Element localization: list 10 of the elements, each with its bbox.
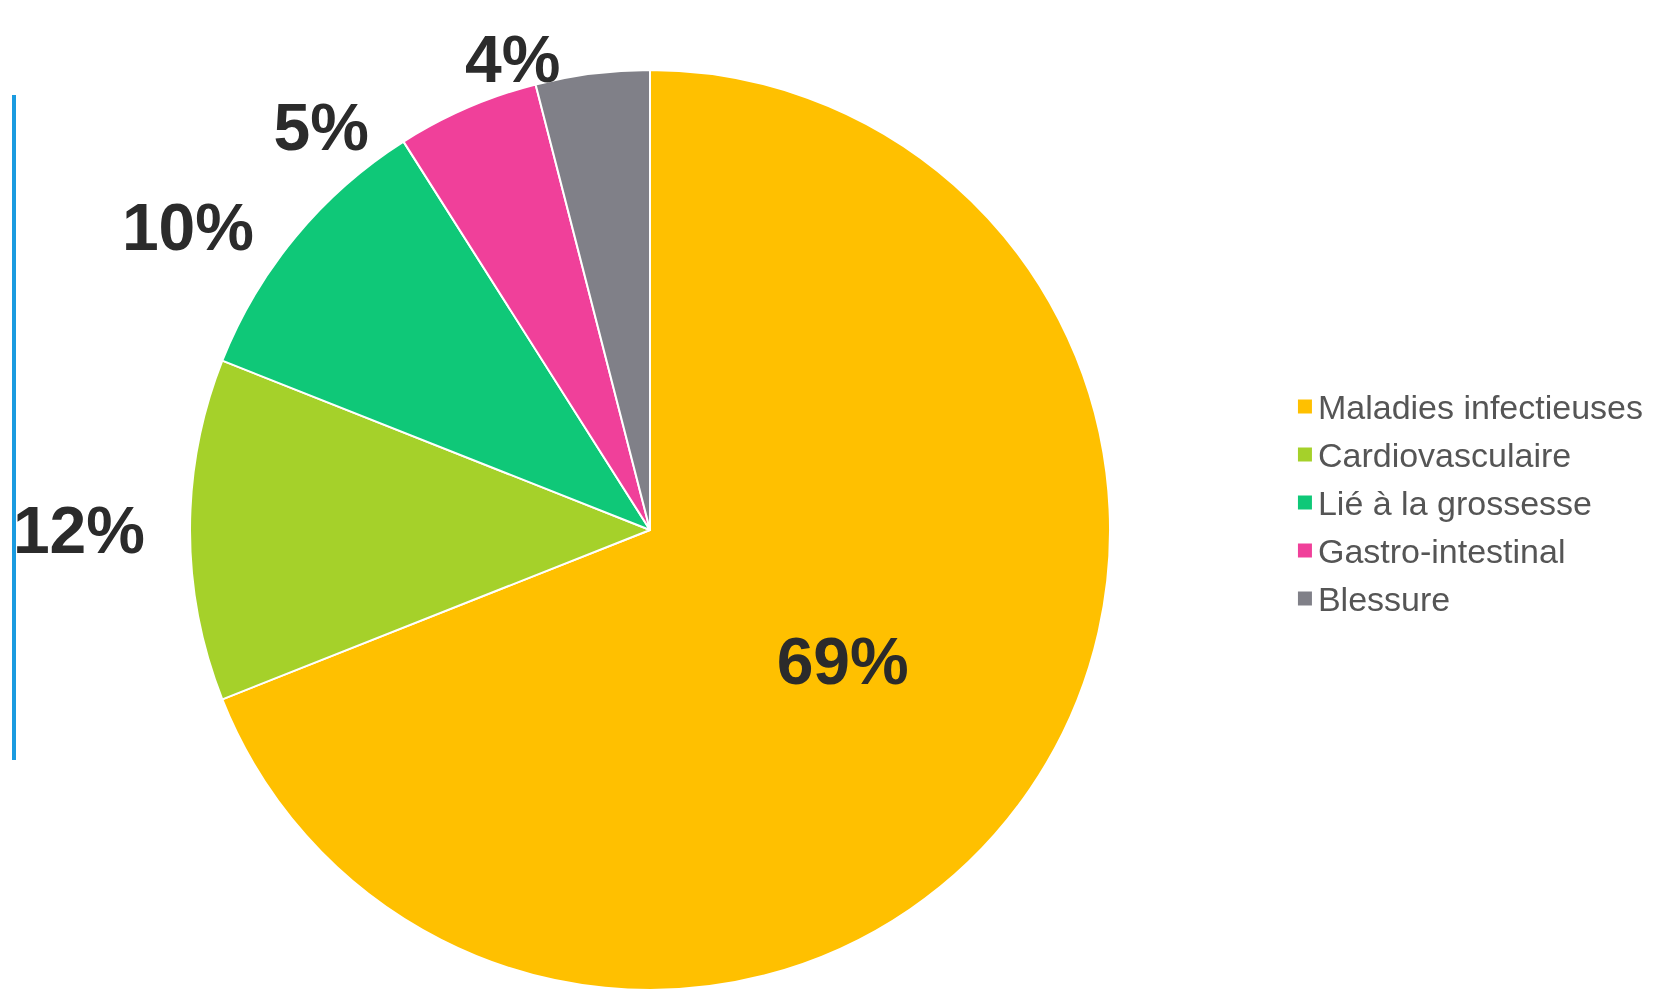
legend-label: Gastro-intestinal — [1317, 531, 1566, 570]
legend-label: Lié à la grossesse — [1317, 483, 1592, 522]
data-label: 10% — [121, 190, 255, 265]
legend-label: Cardiovasculaire — [1317, 435, 1572, 474]
legend-label: Blessure — [1317, 579, 1451, 618]
data-label: 4% — [465, 21, 561, 96]
data-label: 12% — [12, 493, 145, 567]
legend-label: Maladies infectieuses — [1317, 387, 1643, 426]
data-label: 69% — [776, 623, 909, 698]
data-label: 5% — [273, 89, 369, 164]
